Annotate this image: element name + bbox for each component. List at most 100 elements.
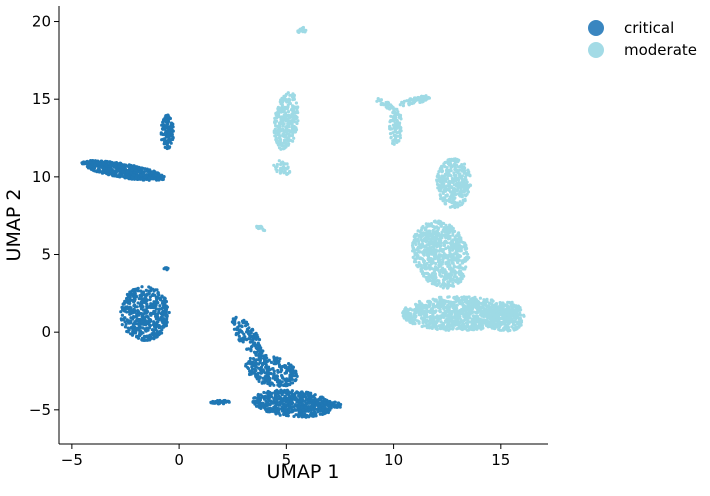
data-point bbox=[82, 162, 86, 166]
data-point bbox=[419, 256, 423, 260]
data-point bbox=[517, 324, 521, 328]
data-point bbox=[462, 162, 467, 166]
data-point bbox=[418, 243, 422, 248]
data-point bbox=[418, 303, 422, 307]
data-point bbox=[437, 233, 441, 238]
data-point bbox=[328, 406, 332, 410]
data-point bbox=[297, 413, 301, 417]
data-point bbox=[389, 136, 393, 140]
data-point bbox=[462, 171, 466, 175]
data-point bbox=[156, 330, 160, 334]
data-point bbox=[282, 108, 286, 112]
data-point bbox=[466, 185, 471, 189]
data-point bbox=[518, 316, 523, 320]
data-point bbox=[303, 412, 307, 416]
data-point bbox=[170, 132, 174, 136]
data-point bbox=[310, 398, 314, 402]
data-point bbox=[434, 261, 438, 266]
data-point bbox=[140, 292, 144, 296]
data-point bbox=[136, 286, 140, 290]
data-point bbox=[292, 94, 296, 98]
data-point bbox=[248, 369, 252, 373]
data-point bbox=[301, 408, 305, 412]
data-point bbox=[91, 168, 96, 172]
data-point bbox=[473, 317, 477, 321]
data-point bbox=[278, 168, 282, 172]
data-point bbox=[275, 380, 280, 384]
x-tick-label: 0 bbox=[174, 451, 184, 469]
legend-marker-critical bbox=[588, 20, 604, 36]
data-point bbox=[300, 392, 304, 396]
data-point bbox=[494, 307, 498, 311]
data-point bbox=[410, 97, 414, 102]
data-point bbox=[389, 114, 393, 118]
data-point bbox=[324, 409, 328, 413]
data-point bbox=[265, 376, 269, 381]
data-point bbox=[169, 121, 174, 125]
data-point bbox=[394, 127, 398, 131]
cluster-moderate-5 bbox=[375, 97, 395, 111]
data-point bbox=[446, 231, 450, 235]
data-point bbox=[404, 308, 408, 312]
data-point bbox=[502, 303, 506, 308]
data-point bbox=[464, 310, 468, 315]
data-point bbox=[455, 242, 459, 246]
data-point bbox=[272, 369, 276, 373]
data-point bbox=[313, 393, 317, 397]
data-point bbox=[242, 332, 246, 336]
data-point bbox=[508, 316, 512, 320]
data-point bbox=[437, 255, 441, 259]
data-point bbox=[134, 294, 138, 298]
data-point bbox=[144, 169, 149, 173]
data-point bbox=[265, 367, 269, 372]
data-point bbox=[272, 163, 276, 167]
data-point bbox=[292, 124, 296, 129]
data-point bbox=[445, 166, 449, 170]
data-point bbox=[412, 312, 416, 316]
data-point bbox=[457, 233, 461, 237]
data-point bbox=[420, 231, 424, 235]
data-point bbox=[140, 285, 144, 289]
data-point bbox=[430, 282, 434, 286]
data-point bbox=[268, 383, 272, 387]
data-point bbox=[122, 317, 126, 321]
data-point bbox=[376, 97, 380, 101]
data-point bbox=[396, 134, 400, 138]
data-point bbox=[256, 374, 260, 378]
data-point bbox=[424, 314, 428, 318]
data-point bbox=[138, 326, 142, 330]
data-point bbox=[333, 400, 337, 404]
data-point bbox=[414, 239, 418, 243]
data-point bbox=[284, 125, 288, 130]
data-point bbox=[147, 292, 151, 296]
data-point bbox=[266, 389, 270, 394]
data-point bbox=[101, 168, 105, 173]
data-point bbox=[491, 299, 495, 303]
data-point bbox=[107, 167, 112, 171]
data-point bbox=[130, 325, 134, 329]
data-point bbox=[136, 336, 141, 340]
data-point bbox=[279, 162, 283, 167]
data-point bbox=[447, 317, 451, 321]
data-point bbox=[434, 225, 438, 229]
data-point bbox=[273, 130, 277, 134]
data-point bbox=[268, 376, 272, 381]
data-point bbox=[450, 309, 454, 314]
data-point bbox=[456, 169, 460, 173]
data-point bbox=[144, 288, 148, 292]
data-point bbox=[296, 400, 300, 404]
data-point bbox=[288, 383, 292, 387]
data-point bbox=[416, 98, 420, 102]
data-point bbox=[426, 95, 431, 100]
data-point bbox=[294, 398, 298, 402]
data-point bbox=[245, 365, 249, 369]
data-point bbox=[452, 265, 457, 269]
data-point bbox=[444, 227, 448, 231]
data-point bbox=[447, 258, 451, 262]
data-point bbox=[163, 145, 167, 149]
data-point bbox=[161, 137, 166, 141]
data-point bbox=[149, 313, 153, 317]
data-point bbox=[439, 320, 443, 324]
data-point bbox=[433, 219, 437, 223]
data-point bbox=[283, 135, 287, 139]
